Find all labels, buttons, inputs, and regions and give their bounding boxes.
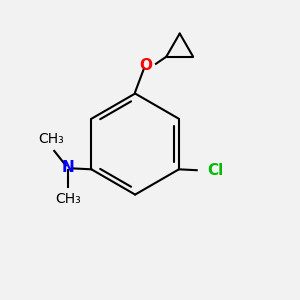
Text: N: N: [62, 160, 75, 175]
Text: CH₃: CH₃: [38, 132, 64, 146]
Text: CH₃: CH₃: [55, 192, 81, 206]
Text: Cl: Cl: [207, 163, 224, 178]
Text: O: O: [139, 58, 152, 73]
